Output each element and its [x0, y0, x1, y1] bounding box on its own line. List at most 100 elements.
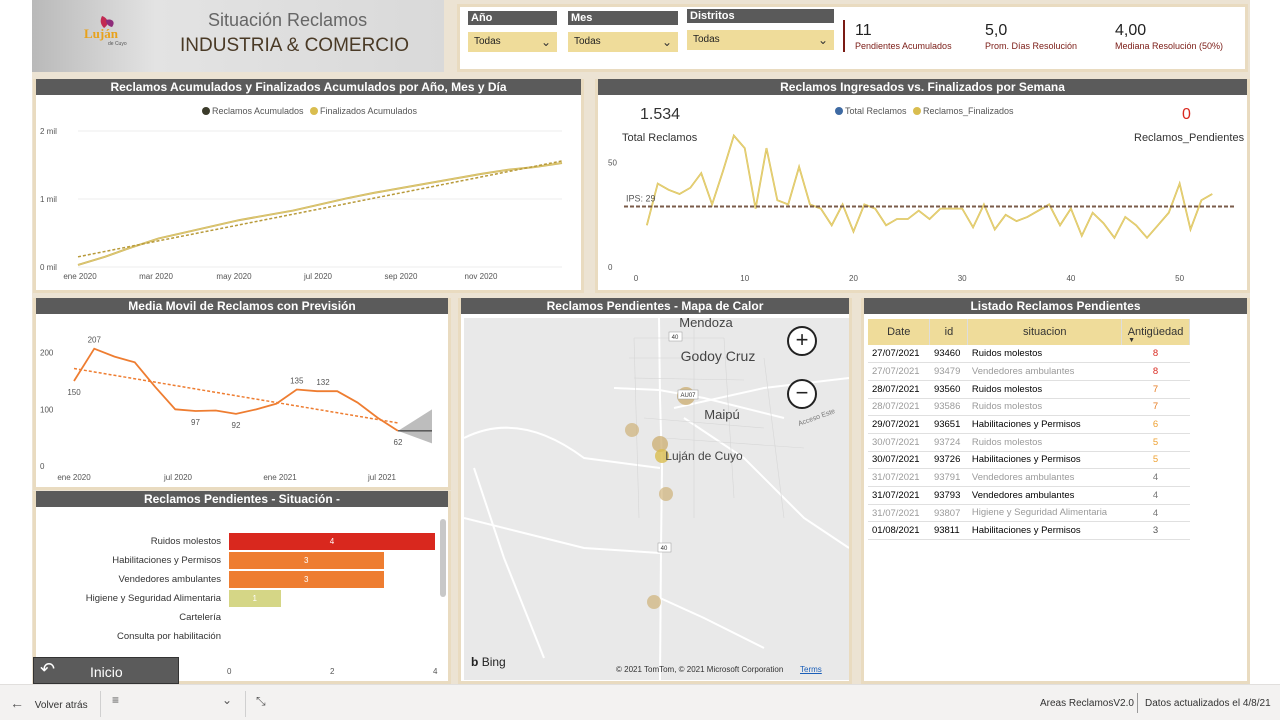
zoom-out-button[interactable]: −	[787, 379, 817, 409]
cell-id: 93724	[929, 433, 968, 452]
cell-id: 93460	[929, 345, 968, 364]
map-terms-link[interactable]: Terms	[800, 665, 822, 674]
cell-date: 29/07/2021	[868, 415, 930, 434]
filter-year-value: Todas	[474, 36, 501, 47]
cell-date: 31/07/2021	[868, 504, 930, 523]
table-row[interactable]: 30/07/2021 93724 Ruidos molestos 5	[868, 433, 1190, 452]
x-tick-label: mar 2020	[139, 272, 173, 281]
cell-date: 31/07/2021	[868, 468, 930, 487]
panel-semana-title: Reclamos Ingresados vs. Finalizados por …	[598, 79, 1247, 95]
data-updated: Datos actualizados el 4/8/21	[1145, 698, 1271, 709]
series-line-finalizados	[646, 134, 1213, 239]
chevron-down-icon: ⌄	[540, 35, 551, 49]
x-tick-label: 30	[958, 274, 967, 283]
y-tick-label: 1 mil	[40, 195, 57, 204]
filter-district-label: Distritos	[687, 9, 834, 23]
kpi-divider	[843, 20, 845, 52]
pendientes-value: 0	[1182, 106, 1191, 123]
cell-id: 93479	[929, 362, 968, 381]
table-row[interactable]: 31/07/2021 93791 Vendedores ambulantes 4	[868, 468, 1190, 487]
x-tick-label: ene 2020	[57, 473, 91, 482]
sort-desc-icon: ▼	[1128, 337, 1136, 344]
table-row[interactable]: 31/07/2021 93807 Higiene y Seguridad Alime…	[868, 504, 1190, 523]
cell-id: 93807	[929, 504, 968, 523]
cell-date: 30/07/2021	[868, 433, 930, 452]
cell-date: 28/07/2021	[868, 380, 930, 399]
reference-label: IPS: 29	[626, 194, 656, 204]
table-row[interactable]: 29/07/2021 93651 Habilitaciones y Permisos…	[868, 415, 1190, 434]
inicio-button[interactable]: ↶ Inicio	[33, 657, 179, 684]
x-tick-label: 40	[1066, 274, 1075, 283]
col-situacion[interactable]: situacion	[967, 319, 1123, 345]
filter-district-value: Todas	[693, 34, 720, 45]
chevron-down-icon: ⌄	[817, 33, 828, 47]
panel-media-movil-title: Media Movil de Reclamos con Previsión	[36, 298, 448, 314]
zoom-in-button[interactable]: +	[787, 326, 817, 356]
logo: Luján de Cuyo	[80, 14, 130, 50]
data-label: 207	[88, 336, 102, 345]
col-date[interactable]: Date	[868, 319, 931, 345]
cell-sit: Vendedores ambulantes	[967, 362, 1122, 381]
route-badge-1: 40	[672, 335, 679, 341]
table-row[interactable]: 01/08/2021 93811 Habilitaciones y Permisos…	[868, 521, 1190, 541]
cell-id: 93651	[929, 415, 968, 434]
cell-sit: Vendedores ambulantes	[967, 486, 1122, 505]
page-list-button[interactable]: ≡ ⌄	[112, 693, 236, 713]
cell-sit: Habilitaciones y Permisos	[967, 451, 1122, 470]
divider	[245, 691, 246, 717]
kpi-avg-days-label: Prom. Días Resolución	[985, 41, 1078, 51]
bar-category-label: Consulta por habilitación	[116, 631, 221, 642]
total-reclamos-value: 1.534	[640, 106, 681, 123]
bar-category-label: Habilitaciones y Permisos	[112, 555, 221, 566]
series-line-total	[646, 133, 1213, 240]
kpi-avg-days-value: 5,0	[985, 22, 1008, 39]
col-antiguedad[interactable]: Antigüedad ▼	[1121, 319, 1190, 345]
menu-icon: ≡	[112, 693, 120, 707]
chart-acumulados: 0 mil 1 mil 2 mil ene 2020 mar 2020 may 2020 j…	[40, 106, 563, 281]
scrollbar[interactable]	[440, 519, 446, 597]
plus-icon: +	[795, 327, 809, 352]
total-reclamos-label: Total Reclamos	[622, 132, 698, 144]
data-label: 62	[394, 438, 403, 447]
data-label: 150	[67, 388, 81, 397]
panel-situacion: Reclamos Pendientes - Situación - Ruidos…	[33, 491, 451, 684]
map-label-godoy-cruz: Godoy Cruz	[681, 348, 756, 364]
panel-listado-title: Listado Reclamos Pendientes	[864, 298, 1247, 314]
cell-ant: 7	[1121, 398, 1190, 417]
table-row[interactable]: 28/07/2021 93586 Ruidos molestos 7	[868, 398, 1190, 417]
table-row[interactable]: 27/07/2021 93460 Ruidos molestos 8	[868, 345, 1190, 364]
cell-id: 93560	[929, 380, 968, 399]
panel-mapa: Reclamos Pendientes - Mapa de Calor 40 A…	[458, 298, 852, 684]
filter-year-dropdown[interactable]: Todas ⌄	[468, 32, 557, 52]
filter-month-dropdown[interactable]: Todas ⌄	[568, 32, 678, 52]
bar[interactable]: 4	[229, 533, 435, 550]
map-label-mendoza: Mendoza	[679, 318, 733, 330]
cell-id: 93811	[929, 521, 968, 541]
bar-category-label: Vendedores ambulantes	[118, 574, 221, 585]
legend-marker	[202, 107, 210, 115]
x-tick-label: nov 2020	[465, 272, 498, 281]
table-row[interactable]: 31/07/2021 93793 Vendedores ambulantes 4	[868, 486, 1190, 505]
filter-year-label: Año	[468, 11, 557, 25]
filter-district-dropdown[interactable]: Todas ⌄	[687, 30, 834, 50]
inicio-label: Inicio	[90, 664, 123, 680]
cell-sit: Ruidos molestos	[967, 345, 1122, 364]
back-button[interactable]: ← Volver atrás	[10, 695, 88, 713]
bar[interactable]: 3	[229, 571, 384, 588]
pendientes-label: Reclamos_Pendientes	[1134, 132, 1245, 144]
cell-ant: 4	[1121, 504, 1190, 523]
bar[interactable]: 1	[229, 590, 281, 607]
fit-page-icon[interactable]: ⤡	[256, 694, 266, 708]
table-row[interactable]: 30/07/2021 93726 Habilitaciones y Permisos…	[868, 451, 1190, 470]
legend-marker	[913, 107, 921, 115]
bar[interactable]: 3	[229, 552, 384, 569]
table-row[interactable]: 28/07/2021 93560 Ruidos molestos 7	[868, 380, 1190, 399]
col-id[interactable]: id	[929, 319, 969, 345]
kpi-median-label: Mediana Resolución (50%)	[1115, 41, 1224, 51]
table-row[interactable]: 27/07/2021 93479 Vendedores ambulantes 8	[868, 362, 1190, 381]
legend-label: Total Reclamos	[845, 106, 907, 116]
data-label: 92	[232, 421, 241, 430]
x-tick-label: 2	[330, 667, 335, 676]
heat-map[interactable]: 40 AU07 40 Acceso Este Mendoza Godoy Cru…	[464, 318, 849, 680]
x-tick-label: jul 2020	[303, 272, 333, 281]
